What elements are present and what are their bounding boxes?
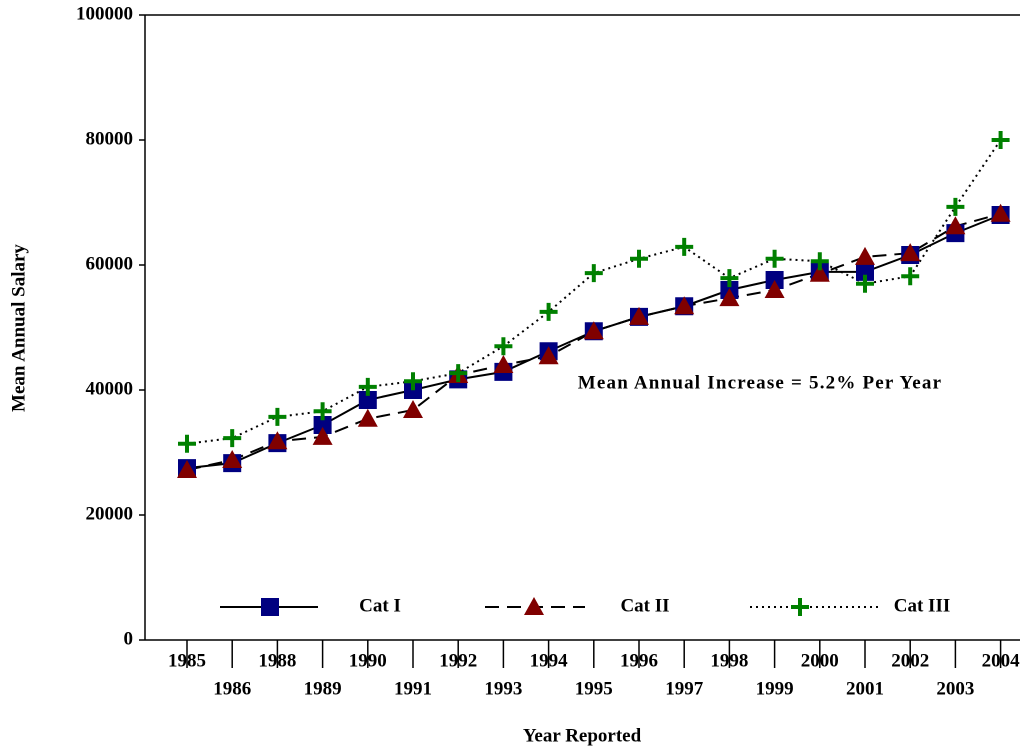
marker-triangle [312,426,333,445]
marker-plus [268,407,287,426]
marker-square [358,391,377,409]
marker-plus [358,377,377,396]
x-tick-label: 1988 [258,650,296,671]
x-tick-label: 1985 [168,650,206,671]
x-tick-label: 1995 [575,678,613,699]
x-tick-label: 2004 [982,650,1021,671]
marker-triangle [809,263,830,282]
marker-triangle [538,346,559,365]
marker-triangle [945,216,966,235]
y-tick-label: 40000 [86,378,134,399]
x-tick-label: 1997 [665,678,704,699]
marker-plus [404,372,422,391]
x-tick-label: 1990 [349,650,387,671]
marker-plus [178,434,196,453]
marker-triangle [524,597,544,615]
marker-square [856,262,874,281]
y-tick-label: 20000 [86,503,134,524]
marker-plus [449,364,468,383]
x-tick-label: 2003 [936,678,974,699]
marker-plus [720,269,739,288]
series-line [186,212,1001,471]
x-tick-label: 2000 [801,650,839,671]
marker-plus [313,402,332,421]
marker-plus [991,131,1010,149]
marker-triangle [222,450,243,468]
marker-triangle [674,296,695,315]
marker-triangle [403,400,423,418]
marker-plus [791,598,809,616]
y-tick-label: 100000 [76,3,133,24]
marker-square [261,598,279,616]
x-tick-label: 1994 [530,650,569,671]
marker-plus [223,429,242,448]
marker-triangle [900,243,921,262]
x-tick-label: 1996 [620,650,658,671]
marker-triangle [583,321,604,340]
marker-plus [539,302,558,321]
series-line [186,214,1001,470]
marker-plus [494,337,513,356]
x-axis-title: Year Reported [523,725,642,746]
legend-label: Cat III [894,595,950,616]
marker-plus [765,249,784,268]
marker-triangle [855,246,875,265]
marker-plus [584,264,603,283]
y-tick-label: 60000 [86,253,134,274]
x-tick-label: 1986 [213,678,251,699]
marker-plus [810,252,829,271]
x-tick-label: 2001 [846,678,884,699]
marker-plus [630,249,648,268]
marker-triangle [493,355,514,373]
x-tick-label: 2002 [891,650,929,671]
marker-triangle [177,460,197,478]
y-tick-label: 80000 [86,128,134,149]
y-tick-label: 0 [124,628,134,649]
marker-triangle [629,306,649,325]
marker-square [313,416,332,434]
annotation: Mean Annual Increase = 5.2% Per Year [578,372,943,393]
marker-plus [856,274,874,293]
series-line [186,139,1002,445]
x-tick-label: 1991 [394,678,432,699]
x-tick-label: 1992 [439,650,477,671]
marker-plus [946,197,965,216]
marker-triangle [990,203,1011,222]
x-tick-label: 1989 [304,678,342,699]
x-tick-label: 1998 [710,650,748,671]
marker-triangle [719,288,740,307]
y-axis-title: Mean Annual Salary [8,244,29,412]
marker-triangle [357,408,378,427]
x-tick-label: 1999 [756,678,794,699]
marker-triangle [764,280,785,298]
marker-plus [675,237,694,256]
marker-triangle [267,431,288,450]
marker-plus [901,267,920,286]
legend-label: Cat II [620,595,669,616]
legend-label: Cat I [359,595,401,616]
x-tick-label: 1993 [484,678,522,699]
